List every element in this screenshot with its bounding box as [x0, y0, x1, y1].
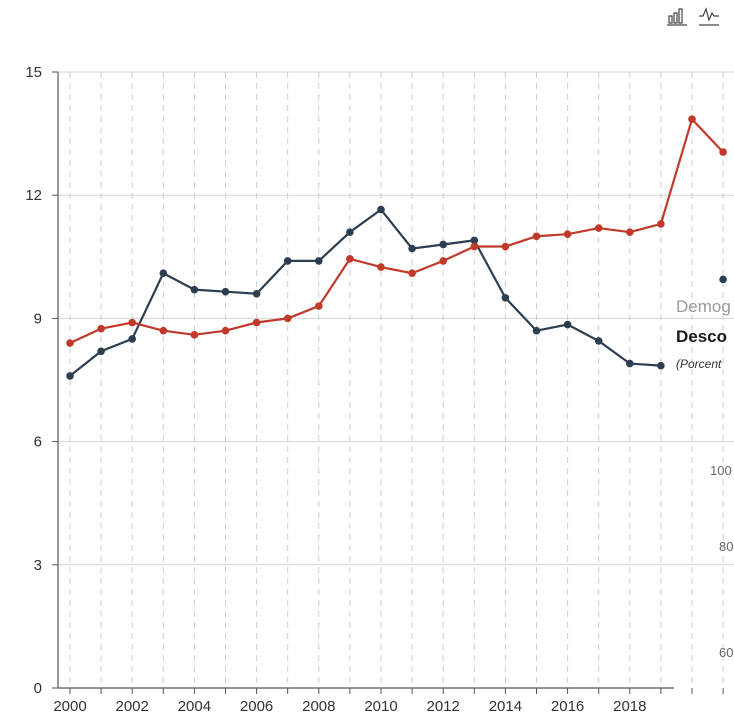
data-point — [97, 324, 105, 333]
data-point — [190, 285, 199, 294]
data-point — [439, 257, 448, 265]
data-point — [657, 361, 665, 370]
data-point — [377, 263, 385, 271]
x-tick-label: 2018 — [613, 698, 646, 715]
data-point — [377, 205, 385, 214]
data-point — [532, 232, 541, 241]
data-point — [626, 359, 634, 368]
x-tick-label: 2008 — [302, 698, 335, 715]
data-point — [719, 148, 727, 156]
data-point — [563, 230, 572, 239]
data-point — [128, 318, 136, 327]
x-tick-label: 2016 — [551, 698, 584, 715]
data-point — [532, 326, 541, 335]
y-tick-label: 12 — [25, 187, 42, 204]
data-point — [252, 318, 261, 327]
y-tick-label: 6 — [34, 434, 42, 451]
overlay-subtitle-fragment: Desco — [676, 327, 728, 346]
series-layer — [66, 115, 727, 380]
data-point — [315, 302, 323, 310]
data-point — [159, 269, 168, 278]
y-tick-label: 3 — [34, 557, 42, 574]
data-point — [66, 372, 74, 380]
data-point — [501, 242, 510, 251]
data-point — [315, 257, 323, 265]
axis-layer — [52, 71, 724, 694]
x-tick-label: 2006 — [240, 698, 273, 715]
data-point — [594, 224, 603, 232]
overlay-note-fragment: (Porcent — [676, 357, 722, 371]
data-point — [657, 220, 665, 228]
data-point — [719, 275, 727, 284]
data-point — [594, 337, 603, 345]
data-point — [283, 257, 292, 265]
x-tick-label: 2014 — [489, 698, 522, 715]
y-tick-label: 15 — [25, 64, 42, 81]
data-point — [97, 347, 105, 356]
data-point — [563, 320, 572, 329]
data-point — [408, 269, 416, 278]
overlay-tick-60: 60 — [719, 645, 734, 660]
data-point — [66, 339, 74, 347]
data-point — [252, 289, 261, 298]
x-tick-label: 2004 — [178, 698, 211, 715]
series-line-1 — [69, 117, 724, 345]
data-point — [408, 244, 416, 253]
data-point — [470, 242, 479, 251]
y-tick-label: 9 — [34, 310, 42, 327]
bar-chart-icon[interactable] — [666, 4, 688, 26]
data-point — [128, 335, 136, 343]
data-point — [470, 236, 479, 245]
data-point — [688, 115, 696, 124]
x-tick-label: 2012 — [427, 698, 460, 715]
data-point — [159, 326, 168, 335]
x-tick-label: 2000 — [53, 698, 86, 715]
data-point — [346, 255, 354, 263]
y-tick-label: 0 — [34, 680, 42, 697]
grid-layer — [58, 71, 734, 688]
chart-toolbar — [666, 4, 720, 26]
label-layer: 0 3 6 9 12 15 2000 2002 2004 2006 2008 2010 2012 2014… — [25, 64, 646, 715]
series-line-0 — [69, 208, 661, 377]
x-tick-label: 2002 — [116, 698, 149, 715]
line-chart-icon[interactable] — [698, 4, 720, 26]
data-point — [626, 228, 634, 236]
data-point — [346, 228, 354, 236]
data-point — [439, 240, 448, 249]
overlay-title-fragment: Demog — [676, 297, 731, 316]
data-point — [501, 294, 510, 302]
data-point — [221, 287, 230, 296]
data-point — [221, 326, 230, 335]
overlay-tick-100: 100 — [710, 463, 732, 478]
overlay-tick-80: 80 — [719, 539, 734, 554]
x-tick-label: 2010 — [364, 698, 397, 715]
data-point — [283, 314, 292, 323]
data-point — [190, 331, 199, 339]
